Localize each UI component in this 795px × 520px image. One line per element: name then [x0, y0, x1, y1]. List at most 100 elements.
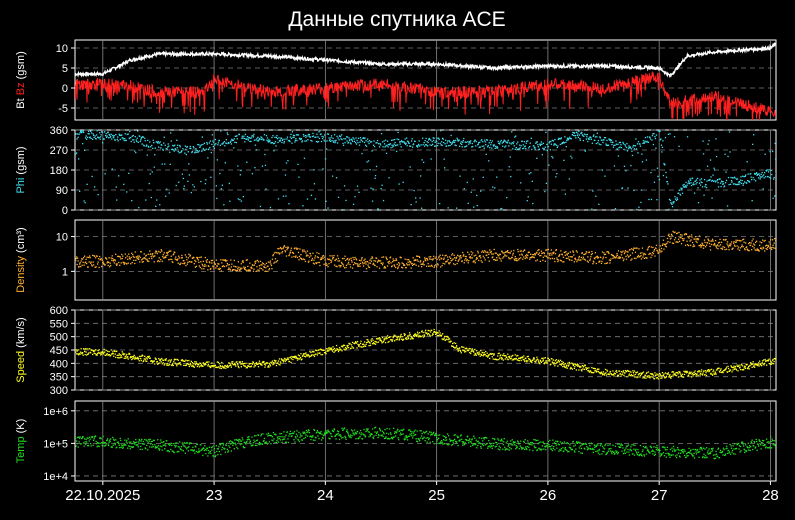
- data-point: [127, 356, 129, 358]
- data-point: [533, 145, 535, 147]
- data-point: [527, 360, 529, 362]
- data-point: [317, 136, 319, 138]
- data-point: [185, 364, 187, 366]
- data-point: [252, 362, 255, 364]
- data-point: [601, 260, 603, 263]
- data-point: [398, 138, 400, 141]
- data-point: [603, 374, 606, 376]
- data-point: [533, 357, 535, 359]
- data-point: [711, 373, 713, 375]
- data-point: [241, 261, 243, 263]
- data-point: [262, 138, 264, 140]
- data-point: [379, 430, 382, 432]
- data-point: [492, 353, 494, 355]
- data-point: [233, 138, 235, 140]
- data-point: [447, 336, 449, 338]
- data-point: [88, 440, 90, 442]
- data-point: [599, 372, 601, 374]
- data-point: [376, 341, 378, 344]
- data-point: [119, 134, 121, 137]
- data-point: [429, 265, 431, 267]
- data-point: [426, 144, 428, 146]
- data-point: [259, 444, 261, 446]
- data-point: [316, 256, 319, 258]
- data-point: [670, 233, 673, 235]
- data-point: [502, 252, 504, 254]
- data-point: [146, 259, 148, 261]
- data-point: [332, 257, 335, 259]
- data-point: [469, 140, 471, 143]
- data-point: [389, 143, 392, 145]
- data-point: [164, 257, 166, 259]
- data-point: [409, 334, 411, 336]
- data-point: [434, 141, 436, 143]
- data-point: [115, 356, 117, 358]
- data-point: [194, 364, 196, 366]
- data-point: [298, 355, 301, 357]
- data-point: [195, 148, 197, 150]
- data-point: [120, 262, 122, 264]
- data-point: [551, 257, 553, 260]
- data-point: [82, 436, 84, 438]
- data-point: [266, 270, 268, 272]
- data-point: [312, 252, 314, 254]
- data-point: [367, 141, 369, 143]
- data-point: [693, 192, 696, 194]
- data-point: [388, 428, 391, 430]
- data-point: [617, 257, 619, 259]
- data-point: [502, 145, 504, 147]
- data-point: [101, 259, 103, 261]
- data-point: [210, 259, 212, 262]
- data-point: [758, 250, 760, 252]
- data-point: [409, 260, 411, 262]
- data-point: [198, 448, 200, 450]
- data-point: [347, 141, 350, 143]
- data-point: [385, 432, 388, 434]
- data-point: [248, 363, 250, 365]
- data-point: [490, 250, 492, 252]
- data-point: [652, 374, 655, 376]
- data-point: [216, 450, 218, 453]
- data-point: [146, 440, 148, 442]
- data-point: [487, 256, 489, 259]
- y-axis-label-part: (K): [15, 419, 27, 437]
- data-point: [537, 358, 539, 361]
- data-point: [723, 246, 726, 249]
- data-point: [371, 200, 374, 202]
- data-point: [256, 259, 259, 262]
- data-point: [333, 428, 335, 430]
- data-point: [726, 209, 728, 210]
- data-point: [345, 266, 347, 269]
- data-point: [228, 267, 230, 269]
- data-point: [241, 443, 243, 445]
- data-point: [526, 200, 528, 202]
- data-point: [99, 138, 101, 140]
- data-point: [286, 247, 289, 249]
- data-point: [385, 436, 387, 438]
- data-point: [220, 453, 222, 456]
- data-point: [134, 136, 136, 138]
- data-point: [330, 348, 332, 351]
- data-point: [83, 348, 85, 350]
- data-point: [564, 254, 566, 256]
- data-point: [114, 259, 116, 261]
- data-point: [441, 144, 443, 146]
- data-point: [77, 133, 79, 135]
- data-point: [775, 357, 776, 359]
- data-point: [535, 260, 537, 262]
- data-point: [75, 257, 77, 260]
- data-point: [548, 257, 550, 259]
- data-point: [396, 430, 398, 432]
- data-point: [250, 445, 253, 447]
- data-point: [153, 166, 155, 168]
- data-point: [423, 334, 425, 336]
- data-point: [377, 143, 380, 145]
- data-point: [573, 363, 575, 366]
- data-point: [335, 438, 337, 440]
- data-point: [318, 349, 320, 351]
- data-point: [273, 433, 276, 436]
- data-point: [285, 434, 287, 436]
- data-point: [110, 264, 112, 267]
- data-point: [478, 255, 480, 258]
- data-point: [211, 365, 213, 367]
